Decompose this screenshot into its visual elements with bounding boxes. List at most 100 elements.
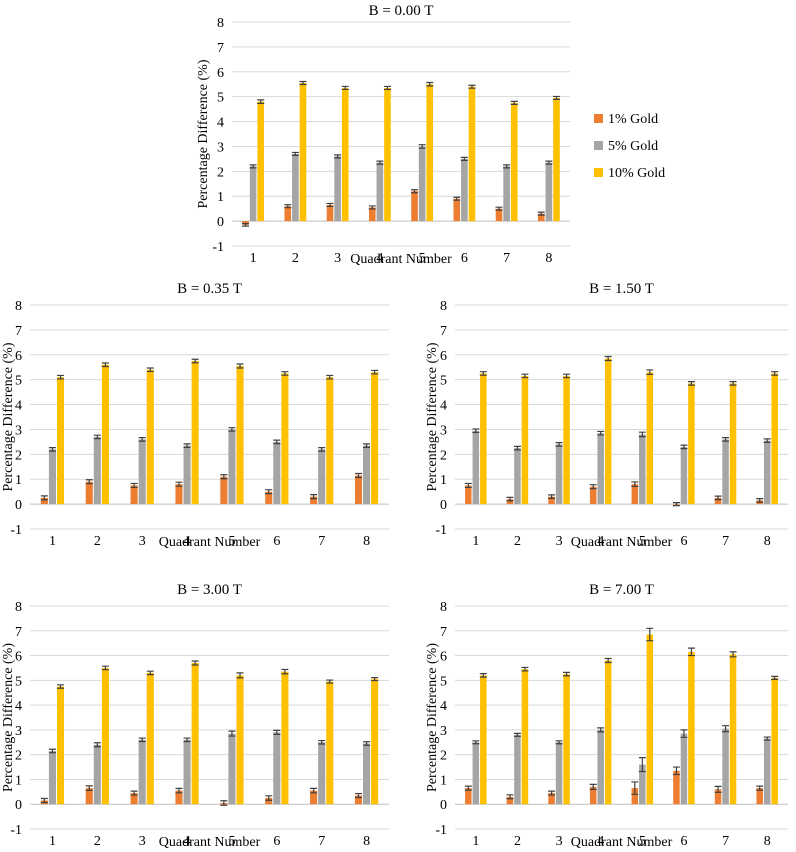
bar-q2-series-1 — [85, 481, 93, 505]
bar-q8-series-2 — [763, 738, 771, 805]
bar-q2-series-2 — [292, 153, 299, 222]
error-bar — [40, 495, 48, 501]
y-tick-label: 7 — [440, 324, 447, 339]
bar-q4-series-3 — [384, 87, 391, 222]
y-tick-label: 6 — [217, 66, 224, 81]
bar-q3-series-2 — [334, 156, 341, 222]
bar-q1-series-3 — [56, 686, 65, 805]
error-bar — [249, 164, 257, 169]
y-axis-label: Percentage Difference (%) — [1, 643, 16, 792]
chart-title: B = 3.00 T — [177, 582, 242, 598]
error-bar — [183, 443, 191, 448]
legend-label-2: 5% Gold — [608, 139, 658, 154]
bar-q8-series-3 — [371, 372, 379, 505]
bar-q5-series-2 — [418, 146, 426, 222]
x-tick-label: 5 — [419, 251, 426, 266]
bar-q3-series-1 — [130, 793, 138, 805]
error-bar — [48, 447, 56, 452]
legend-swatch-1 — [594, 114, 603, 123]
bar-q8-series-3 — [371, 679, 379, 805]
y-tick-label: 0 — [440, 498, 447, 513]
bar-q8-series-1 — [537, 213, 545, 222]
x-tick-label: 6 — [273, 834, 280, 849]
x-tick-label: 2 — [292, 251, 299, 266]
error-bar — [183, 737, 191, 743]
bar-q1-series-1 — [40, 497, 48, 505]
bar-q7-series-2 — [503, 166, 510, 222]
bar-q4-series-3 — [604, 358, 612, 505]
y-tick-label: 8 — [440, 299, 447, 314]
error-bar — [228, 427, 236, 432]
error-bar — [479, 371, 487, 376]
x-tick-label: 1 — [472, 834, 479, 849]
x-tick-label: 3 — [139, 534, 146, 549]
error-bar — [130, 482, 138, 489]
bar-q3-series-3 — [146, 672, 154, 805]
error-bar — [631, 481, 639, 488]
y-tick-label: 8 — [440, 600, 447, 615]
y-tick-label: 2 — [15, 749, 22, 764]
bar-q8-series-3 — [771, 677, 778, 805]
error-bar — [236, 363, 244, 369]
bar-q2-series-2 — [514, 734, 521, 805]
bar-q4-series-3 — [191, 361, 199, 505]
x-tick-label: 2 — [94, 534, 101, 549]
y-tick-label: -1 — [212, 240, 224, 255]
error-bar — [242, 223, 250, 227]
bar-q6-series-3 — [688, 651, 695, 805]
error-bar — [513, 445, 521, 451]
bar-q4-series-2 — [183, 445, 191, 505]
y-tick-label: 4 — [440, 399, 447, 414]
error-bar — [555, 442, 563, 447]
x-axis-label: Quadrant Number — [571, 835, 673, 850]
bar-q7-series-1 — [495, 208, 503, 222]
legend-swatch-3 — [594, 168, 603, 177]
y-tick-label: 4 — [217, 116, 224, 131]
bar-q6-series-1 — [453, 198, 461, 222]
error-bar — [479, 673, 487, 678]
y-tick-label: 6 — [440, 349, 447, 364]
y-tick-label: 8 — [15, 600, 22, 615]
x-tick-label: 4 — [184, 834, 191, 849]
error-bar — [368, 205, 376, 210]
error-bar — [563, 373, 571, 379]
error-bar — [468, 84, 476, 89]
bar-q1-series-2 — [472, 742, 480, 805]
bar-q7-series-2 — [318, 742, 326, 805]
y-tick-label: 1 — [15, 773, 22, 788]
error-bar — [763, 438, 771, 443]
y-tick-label: 5 — [217, 91, 224, 106]
bar-q3-series-2 — [555, 742, 563, 805]
chart-panel-2: -1 0 1 2 3 4 5 6 7 8 1 2 3 4 5 6 7 8 B = 0.35 T Quadrant Nu… — [1, 281, 389, 550]
chart-title: B = 0.00 T — [369, 3, 434, 19]
error-bar — [383, 85, 391, 91]
y-tick-label: 1 — [440, 473, 447, 488]
bar-q6-series-2 — [273, 732, 281, 805]
error-bar — [589, 783, 597, 790]
y-axis-label: Percentage Difference (%) — [1, 342, 16, 491]
error-bar — [354, 472, 362, 479]
bar-q4-series-2 — [376, 162, 384, 222]
x-tick-label: 6 — [273, 534, 280, 549]
error-bar — [101, 665, 109, 671]
bar-q1-series-1 — [242, 221, 249, 225]
y-tick-label: 3 — [440, 724, 447, 739]
bar-q4-series-1 — [589, 486, 597, 505]
y-tick-label: 4 — [15, 699, 22, 714]
y-tick-label: 3 — [15, 423, 22, 438]
error-bar — [495, 206, 503, 211]
error-bar — [273, 439, 281, 445]
error-bar — [714, 785, 722, 793]
y-tick-label: 7 — [440, 625, 447, 640]
error-bar — [506, 496, 514, 502]
error-bar — [281, 371, 289, 376]
y-tick-label: 3 — [217, 140, 224, 155]
y-tick-label: 2 — [440, 448, 447, 463]
y-tick-label: -1 — [435, 823, 447, 838]
error-bar — [729, 381, 737, 386]
bar-q4-series-3 — [604, 660, 612, 805]
chart-panel-3: -1 0 1 2 3 4 5 6 7 8 1 2 3 4 5 6 7 8 B = 1.50 T Quadrant Nu… — [425, 281, 788, 550]
error-bar — [756, 785, 764, 791]
error-bar — [418, 144, 426, 149]
x-tick-label: 5 — [639, 834, 646, 849]
